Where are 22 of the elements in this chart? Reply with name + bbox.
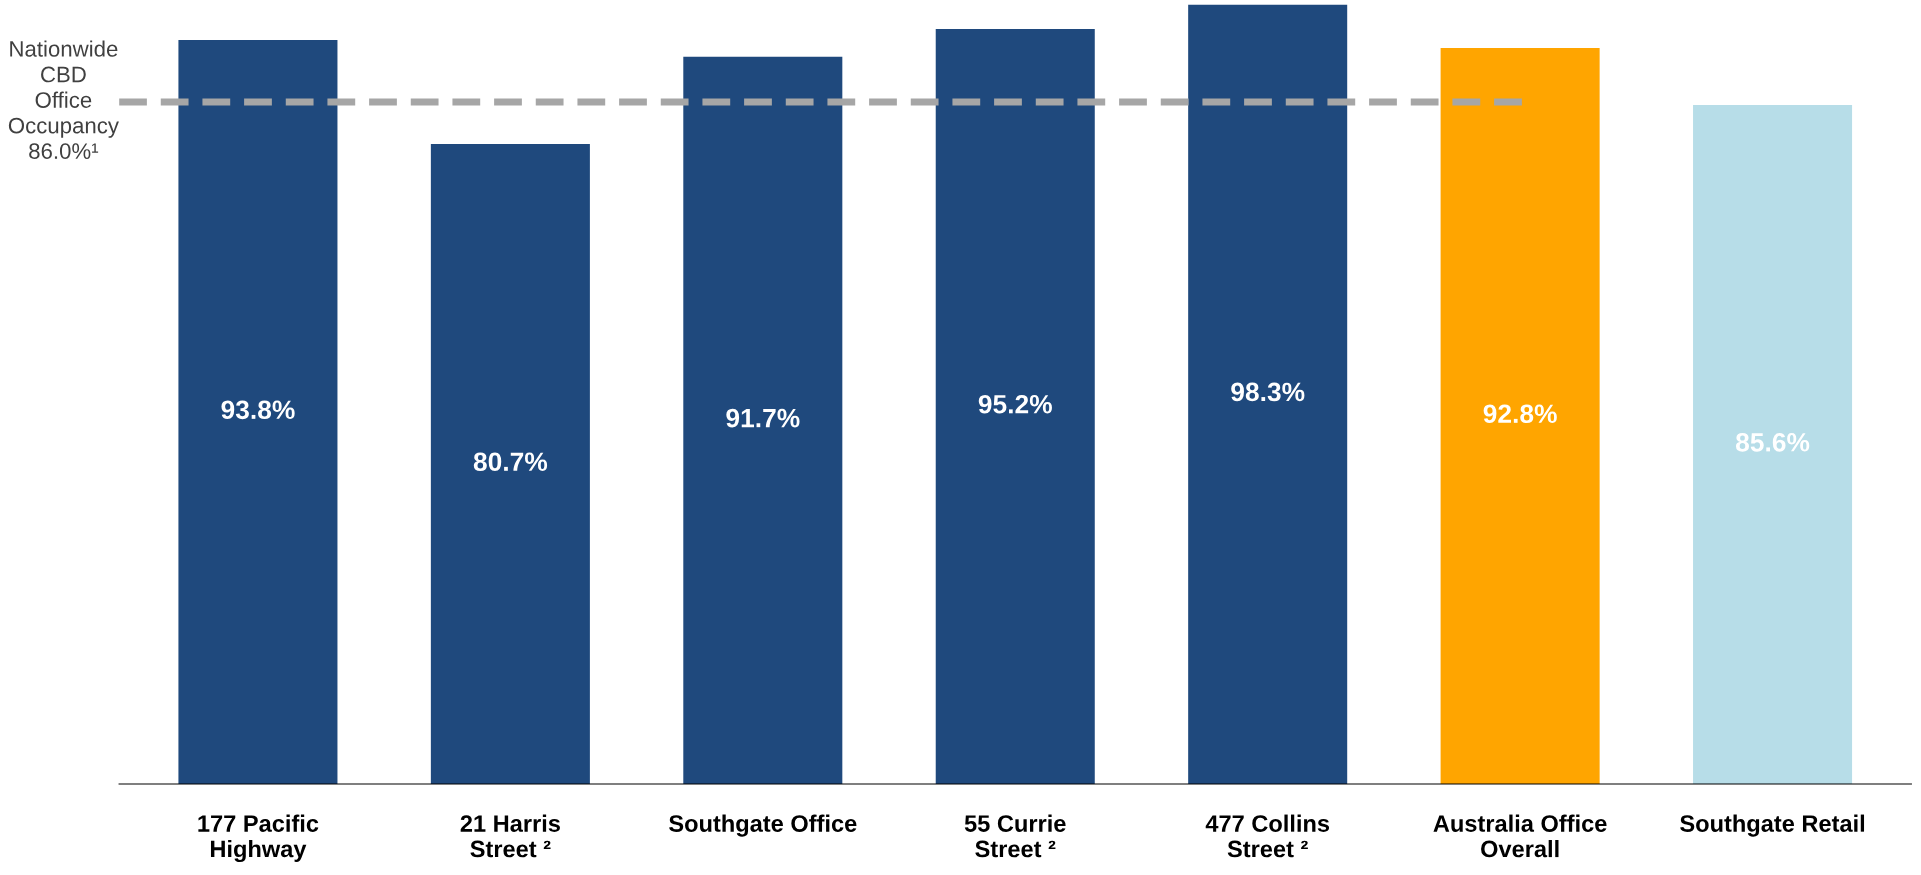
bar: [1693, 105, 1853, 784]
x-tick-label: 55 Currie Street ²: [964, 814, 1066, 858]
x-tick-label: 21 Harris Street ²: [460, 814, 560, 858]
x-tick-label: Southgate Retail: [1680, 814, 1865, 837]
data-label: 91.7%: [726, 408, 800, 428]
bar: [430, 143, 590, 784]
bar: [178, 40, 338, 784]
bar: [1440, 48, 1600, 784]
bar: [1188, 4, 1348, 784]
x-tick-label: Australia Office Overall: [1433, 814, 1607, 858]
data-label: 98.3%: [1231, 382, 1305, 402]
data-label: 92.8%: [1483, 404, 1557, 424]
x-tick-label: Southgate Office: [669, 814, 857, 837]
ref-line-label: Nationwide CBD Office Occupancy 86.0%¹: [8, 40, 119, 159]
data-label: 85.6%: [1735, 432, 1810, 452]
x-tick-label: 177 Pacific Highway: [198, 814, 319, 863]
data-label: 95.2%: [978, 394, 1052, 414]
bar: [935, 28, 1095, 784]
x-tick-label: 477 Collins Street ²: [1205, 814, 1330, 858]
data-label: 93.8%: [221, 400, 295, 420]
bar: [683, 56, 843, 784]
data-label: 80.7%: [473, 452, 548, 472]
